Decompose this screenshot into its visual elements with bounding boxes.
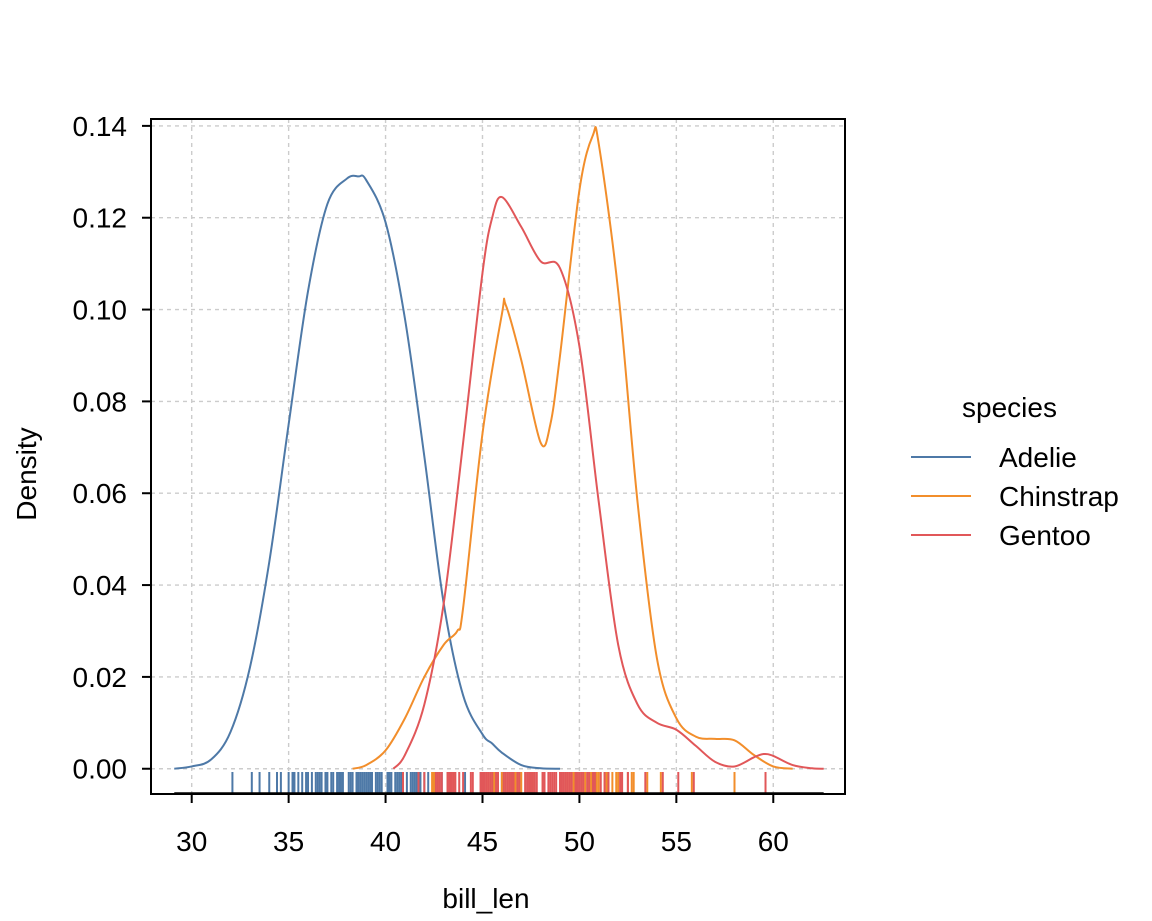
x-tick-label: 45 <box>467 826 498 857</box>
y-tick-label: 0.02 <box>73 662 128 693</box>
legend-title: species <box>962 392 1057 423</box>
x-axis-ticks: 30 35 40 45 50 55 60 <box>176 794 789 857</box>
y-tick-label: 0.08 <box>73 386 128 417</box>
legend-label-chinstrap: Chinstrap <box>999 481 1119 512</box>
y-axis-title: Density <box>11 427 42 520</box>
y-axis-ticks: 0.00 0.02 0.04 0.06 0.08 0.10 0.12 0.14 <box>73 111 151 785</box>
density-line-chinstrap <box>352 126 793 770</box>
rug-marks <box>174 772 824 794</box>
x-tick-label: 55 <box>661 826 692 857</box>
legend-label-adelie: Adelie <box>999 442 1077 473</box>
x-tick-label: 60 <box>758 826 789 857</box>
y-tick-label: 0.00 <box>73 754 128 785</box>
y-tick-label: 0.04 <box>73 570 128 601</box>
y-tick-label: 0.12 <box>73 203 128 234</box>
x-tick-label: 35 <box>273 826 304 857</box>
legend: species Adelie Chinstrap Gentoo <box>911 392 1119 551</box>
legend-label-gentoo: Gentoo <box>999 520 1091 551</box>
density-line-gentoo <box>392 195 824 770</box>
y-tick-label: 0.06 <box>73 478 128 509</box>
x-tick-label: 40 <box>370 826 401 857</box>
y-tick-label: 0.14 <box>73 111 128 142</box>
x-tick-label: 30 <box>176 826 207 857</box>
grid-lines <box>151 119 845 794</box>
plot-frame <box>150 118 846 795</box>
x-tick-label: 50 <box>564 826 595 857</box>
x-axis-title: bill_len <box>442 883 529 914</box>
density-line-adelie <box>174 174 561 770</box>
density-curves <box>174 126 824 770</box>
y-tick-label: 0.10 <box>73 295 128 326</box>
